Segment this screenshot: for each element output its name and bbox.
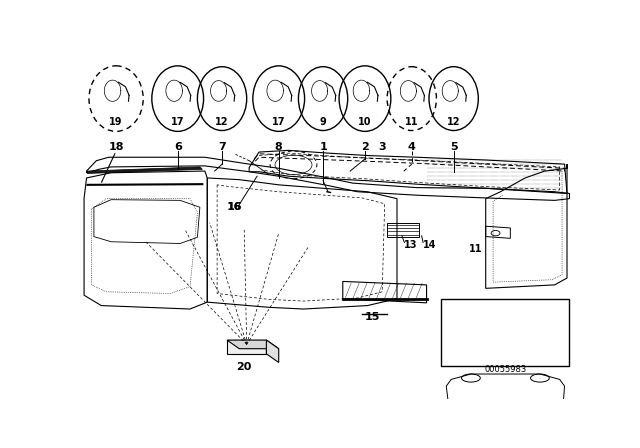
Text: 16: 16: [227, 202, 242, 212]
Text: 11: 11: [405, 116, 419, 127]
Text: 17: 17: [272, 117, 285, 127]
Text: 18: 18: [108, 142, 124, 152]
Text: 6: 6: [173, 142, 182, 152]
Text: 7: 7: [218, 142, 226, 152]
Text: 10: 10: [358, 117, 372, 127]
Text: 3: 3: [378, 142, 386, 152]
Polygon shape: [86, 167, 202, 173]
Text: 12: 12: [447, 116, 460, 127]
Text: 1: 1: [319, 142, 327, 152]
Polygon shape: [227, 340, 279, 349]
Text: 12: 12: [215, 116, 228, 127]
Text: 11: 11: [469, 244, 483, 254]
Text: 9: 9: [320, 116, 326, 127]
Text: 14: 14: [423, 240, 436, 250]
Bar: [387, 223, 419, 237]
Polygon shape: [266, 340, 279, 362]
Polygon shape: [227, 340, 266, 354]
Text: 00055983: 00055983: [484, 366, 527, 375]
Text: 5: 5: [450, 142, 458, 152]
Text: 15: 15: [365, 312, 380, 322]
Text: 4: 4: [408, 142, 416, 152]
Text: 19: 19: [109, 117, 123, 127]
Text: 20: 20: [237, 362, 252, 372]
Text: 2: 2: [361, 142, 369, 152]
Bar: [442, 299, 570, 366]
Text: 8: 8: [275, 142, 283, 152]
Text: 13: 13: [404, 240, 417, 250]
Text: 16: 16: [228, 202, 241, 212]
Text: 17: 17: [171, 117, 184, 127]
